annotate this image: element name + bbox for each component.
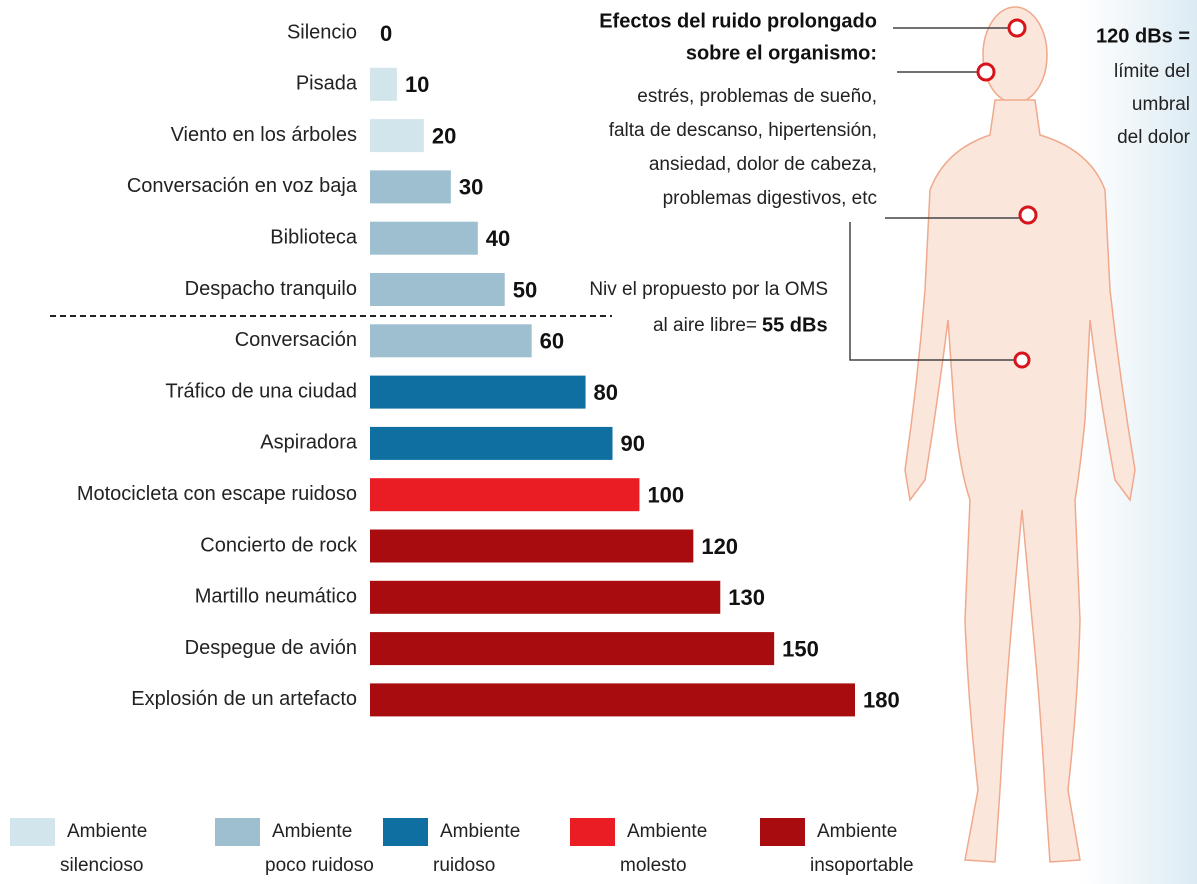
oms-text: Niv el propuesto por la OMS [589,279,828,300]
effects-text: estrés, problemas de sueño, [637,86,877,107]
bar [370,632,775,666]
oms-text: al aire libre= [653,315,757,336]
human-figure [904,6,1136,863]
value-label: 100 [647,483,684,508]
bar [370,375,586,409]
legend-swatch [570,818,615,846]
background-strip [1080,0,1197,884]
category-label: Silencio [287,21,357,43]
category-label: Despacho tranquilo [185,278,357,300]
bar [370,221,478,255]
connectors [50,27,1020,361]
legend-label: silencioso [60,855,143,876]
legend-label: ruidoso [433,855,495,876]
bar [370,119,424,153]
legend-label: molesto [620,855,687,876]
category-label: Viento en los árboles [171,124,357,146]
bar [370,529,694,563]
pain-text: límite del [1114,61,1190,82]
bar [370,273,505,306]
value-label: 60 [540,329,564,354]
legend-label: Ambiente [67,821,147,842]
category-label: Concierto de rock [200,534,358,556]
legend-swatch [10,818,55,846]
category-label: Pisada [296,73,358,95]
bar [370,426,613,460]
value-label: 180 [863,688,900,713]
value-label: 30 [459,175,483,200]
category-label: Conversación en voz baja [127,175,358,197]
legend-label: Ambiente [817,821,897,842]
legend-label: Ambiente [440,821,520,842]
value-label: 20 [432,123,456,148]
bar [370,683,855,717]
value-label: 120 [701,534,738,559]
effects-text: problemas digestivos, etc [663,188,877,209]
legend-swatch [215,818,260,846]
value-label: 0 [380,21,392,46]
oms-value: 55 dBs [762,314,828,336]
category-label: Martillo neumático [195,586,357,608]
effects-title: Efectos del ruido prolongado [599,10,877,32]
legend-swatch [760,818,805,846]
effects-title: sobre el organismo: [686,42,877,64]
value-label: 40 [486,226,510,251]
category-label: Motocicleta con escape ruidoso [77,483,357,505]
legend-label: Ambiente [272,821,352,842]
value-label: 150 [782,636,819,661]
value-label: 10 [405,72,429,97]
value-label: 130 [728,585,765,610]
value-label: 50 [513,277,537,302]
category-label: Conversación [235,329,357,351]
value-label: 90 [621,431,645,456]
bar [370,580,721,614]
effects-text: ansiedad, dolor de cabeza, [649,154,877,175]
legend-label: insoportable [810,855,914,876]
bar [370,324,532,358]
pain-text: del dolor [1117,127,1191,148]
legend-swatch [383,818,428,846]
category-label: Biblioteca [270,226,358,248]
category-label: Explosión de un artefacto [131,688,357,710]
category-label: Despegue de avión [185,637,357,659]
bar [370,67,397,101]
markers [976,18,1038,369]
effects-text: falta de descanso, hipertensión, [609,120,877,141]
category-label: Aspiradora [260,432,358,454]
category-label: Tráfico de una ciudad [165,380,357,402]
value-label: 80 [594,380,618,405]
legend-label: poco ruidoso [265,855,374,876]
pain-title: 120 dBs = [1096,25,1190,47]
bar [370,170,451,204]
bar [370,478,640,512]
pain-text: umbral [1132,94,1190,115]
legend-label: Ambiente [627,821,707,842]
